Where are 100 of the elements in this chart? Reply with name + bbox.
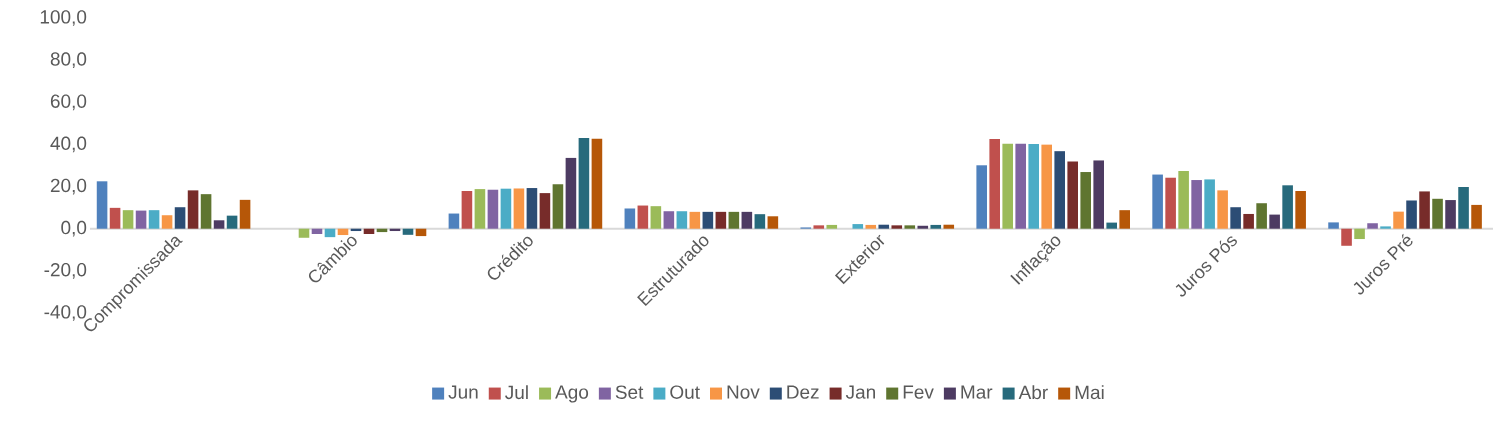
y-tick-label: 20,0 [50, 178, 87, 195]
bar [135, 210, 147, 229]
bar [1419, 191, 1430, 229]
bar [1093, 160, 1104, 229]
bar [989, 138, 1000, 229]
bar [213, 220, 225, 229]
legend-label: Out [670, 385, 700, 399]
bar [650, 206, 662, 229]
bar [1217, 190, 1228, 229]
legend-label: Fev [903, 385, 934, 399]
bar [637, 205, 649, 229]
bar [1341, 228, 1352, 246]
bar [1432, 198, 1443, 229]
bar [878, 224, 890, 229]
bar [1458, 187, 1469, 229]
bar [1067, 161, 1078, 229]
bar [917, 225, 929, 229]
bar [1295, 190, 1306, 229]
bar [1393, 211, 1404, 229]
legend-label: Set [615, 385, 644, 399]
bar [663, 211, 675, 229]
bar [474, 189, 486, 229]
bar [1002, 143, 1013, 229]
bar [513, 188, 525, 229]
bar [591, 138, 603, 229]
legend-label: Dez [787, 385, 819, 399]
bar [865, 224, 877, 229]
bar [1406, 200, 1417, 229]
bar [1282, 185, 1293, 229]
bar [813, 225, 825, 229]
legend-label: Jul [505, 385, 528, 400]
bar [1269, 214, 1280, 229]
bar [1054, 151, 1065, 229]
bar [826, 224, 838, 229]
bar [754, 214, 766, 229]
bar [174, 207, 186, 229]
bar [1445, 200, 1456, 229]
bar [1106, 222, 1117, 229]
bar [200, 194, 212, 229]
bar [943, 224, 955, 229]
legend-label: Mai [1075, 385, 1104, 400]
bar [298, 228, 310, 238]
bar [1328, 222, 1339, 229]
bar [676, 211, 688, 229]
bar [500, 188, 512, 229]
bar [624, 208, 636, 229]
legend-label: Abr [1018, 385, 1048, 400]
bar [1041, 144, 1052, 229]
bar [741, 211, 753, 229]
bar [1119, 210, 1130, 229]
bar [715, 211, 727, 229]
bar [1015, 143, 1026, 229]
bar [904, 225, 916, 229]
bar [1178, 170, 1189, 229]
bar [702, 211, 714, 229]
bar [1152, 174, 1163, 229]
bar [539, 193, 551, 229]
bar [1367, 223, 1378, 229]
bar [1191, 180, 1202, 229]
legend-label: Nov [727, 385, 760, 399]
legend-label: Ago [555, 385, 589, 403]
y-tick-label: 100,0 [40, 10, 87, 26]
bar [930, 224, 942, 229]
bar [552, 184, 564, 229]
legend-label: Jan [845, 385, 875, 399]
bar [689, 211, 701, 229]
bar [148, 210, 160, 229]
bar [187, 190, 199, 229]
bar [891, 225, 903, 229]
y-tick-label: 60,0 [50, 94, 87, 111]
bar [1230, 207, 1241, 229]
bar [578, 137, 590, 229]
bar [1243, 213, 1254, 229]
bar [767, 216, 779, 229]
bar [461, 190, 473, 229]
bar [1471, 204, 1482, 229]
bar [324, 228, 336, 238]
bar [448, 213, 460, 229]
bar [1380, 226, 1391, 229]
bar [1028, 144, 1039, 229]
bar [226, 215, 238, 229]
y-tick-label: 40,0 [50, 136, 87, 153]
bar [728, 211, 740, 229]
bar [1354, 228, 1365, 240]
bar [487, 189, 499, 229]
bar [122, 210, 134, 229]
bar [96, 181, 108, 229]
bar [1256, 203, 1267, 229]
bar [239, 199, 251, 229]
y-tick-label: -20,0 [44, 263, 87, 279]
y-tick-label: 0,0 [61, 220, 87, 237]
bar [852, 224, 864, 229]
legend-label: Mar [961, 385, 993, 399]
y-tick-label: 80,0 [50, 52, 87, 69]
bar [337, 228, 349, 236]
bar [565, 157, 577, 229]
bar [161, 215, 173, 229]
bar [1080, 172, 1091, 229]
bar [526, 188, 538, 229]
bar [1165, 177, 1176, 229]
